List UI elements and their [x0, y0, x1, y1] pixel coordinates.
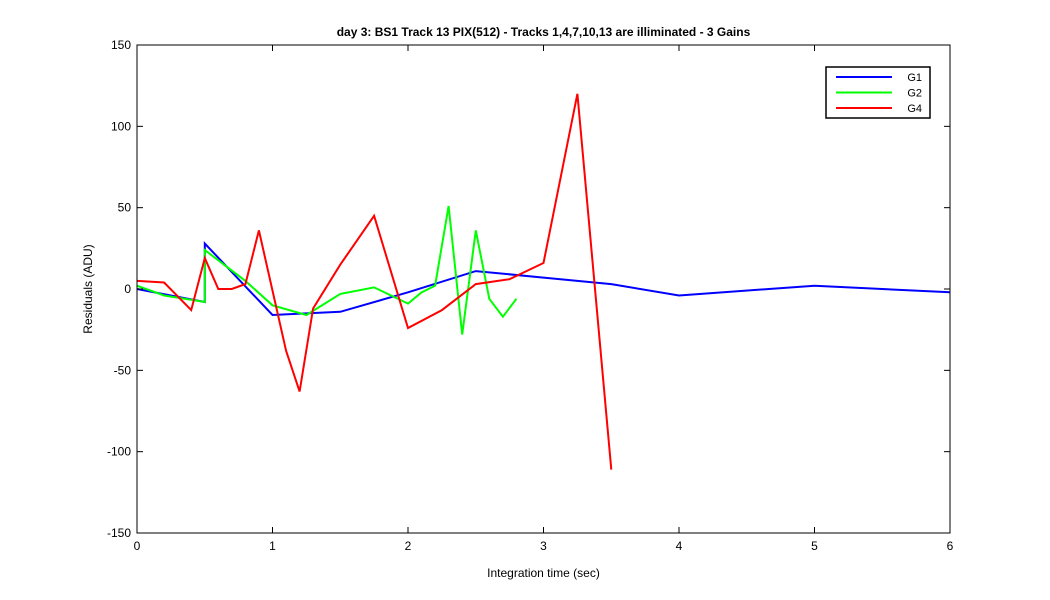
chart-title: day 3: BS1 Track 13 PIX(512) - Tracks 1,…: [337, 25, 751, 39]
y-tick-label: -50: [114, 363, 132, 377]
series-line-g4: [136, 93, 613, 470]
y-axis-title: Residuals (ADU): [81, 244, 95, 333]
legend: G1 G2 G4: [825, 66, 931, 119]
x-tick-label: 4: [676, 539, 683, 553]
x-tick-label: 2: [405, 539, 412, 553]
legend-label-g1: G1: [907, 72, 922, 84]
legend-label-g4: G4: [907, 103, 922, 115]
ticks-layer: 0 1 2 3 4 5 6 -150 -100 -50 0 50 100 150: [107, 38, 954, 553]
y-tick-label: 100: [111, 119, 131, 133]
x-tick-label: 1: [269, 539, 276, 553]
y-tick-label: 150: [111, 38, 131, 52]
legend-label-g2: G2: [907, 88, 922, 100]
y-tick-label: 50: [118, 201, 132, 215]
x-axis-title: Integration time (sec): [487, 566, 600, 580]
x-tick-label: 6: [947, 539, 954, 553]
series-layer: [136, 93, 951, 470]
x-tick-label: 0: [134, 539, 141, 553]
y-tick-label: -150: [107, 526, 131, 540]
y-tick-label: -100: [107, 445, 131, 459]
x-tick-label: 5: [811, 539, 818, 553]
y-tick-label: 0: [124, 282, 131, 296]
x-tick-label: 3: [540, 539, 547, 553]
